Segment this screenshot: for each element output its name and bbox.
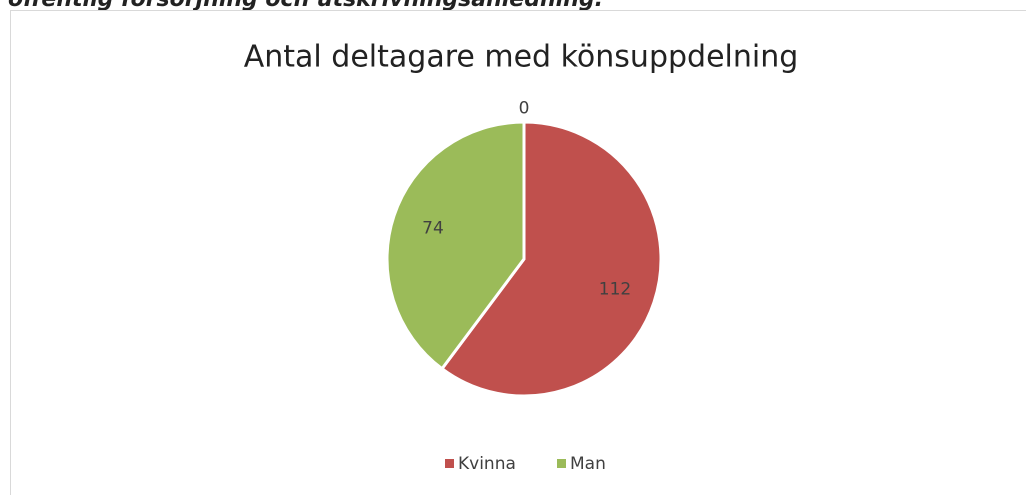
legend-label: Kvinna xyxy=(458,454,516,474)
pie-slice xyxy=(439,120,663,398)
data-label: 0 xyxy=(519,98,530,118)
legend-swatch xyxy=(557,459,566,468)
pie-slice xyxy=(385,120,526,371)
heading: offentlig försörjning och utskrivningsan… xyxy=(8,0,603,12)
legend-swatch xyxy=(445,459,454,468)
data-label: 112 xyxy=(599,279,631,299)
legend-label: Man xyxy=(570,454,606,474)
chart-title: Antal deltagare med könsuppdelning xyxy=(244,40,799,75)
data-label: 74 xyxy=(422,219,444,239)
